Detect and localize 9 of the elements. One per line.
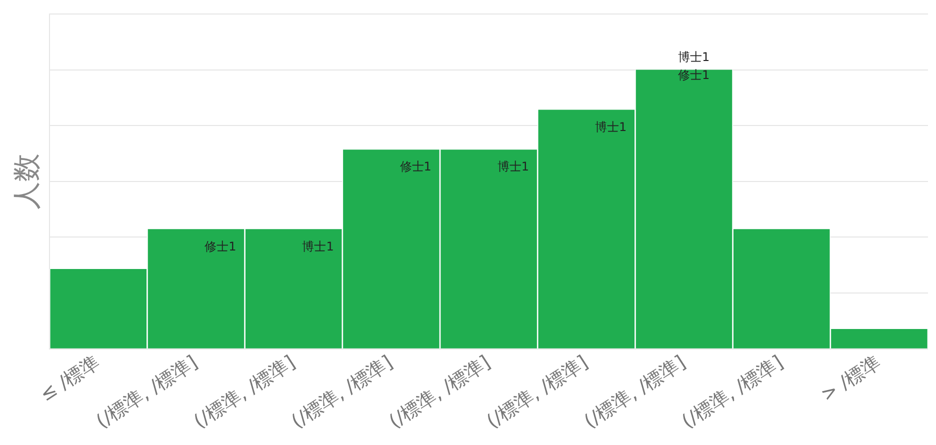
annotation: 修士1	[400, 160, 432, 174]
annotation: 博士1	[302, 239, 334, 254]
annotation: 修士1	[204, 239, 236, 254]
annotation: 博士1 修士1	[678, 50, 710, 82]
x-tick-label: ≤ /標準	[36, 351, 104, 406]
annotation: 博士1	[594, 120, 627, 134]
annotation: 博士1	[497, 160, 530, 174]
y-axis-title: 人数	[10, 153, 44, 210]
x-tick-label: > /標準	[816, 351, 885, 406]
